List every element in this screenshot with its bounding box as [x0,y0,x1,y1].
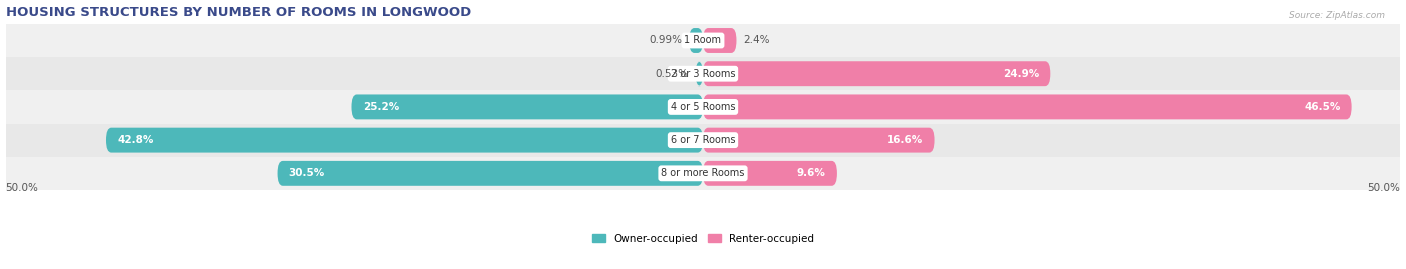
Legend: Owner-occupied, Renter-occupied: Owner-occupied, Renter-occupied [588,229,818,248]
Text: 6 or 7 Rooms: 6 or 7 Rooms [671,135,735,145]
Bar [6,123,1400,157]
FancyBboxPatch shape [703,128,935,153]
FancyBboxPatch shape [696,61,703,86]
Text: 9.6%: 9.6% [797,168,825,178]
Text: 24.9%: 24.9% [1002,69,1039,79]
Text: 25.2%: 25.2% [363,102,399,112]
Text: 2.4%: 2.4% [744,36,770,45]
FancyBboxPatch shape [703,94,1351,119]
Text: Source: ZipAtlas.com: Source: ZipAtlas.com [1289,11,1385,20]
FancyBboxPatch shape [703,61,1050,86]
Text: 4 or 5 Rooms: 4 or 5 Rooms [671,102,735,112]
Text: 8 or more Rooms: 8 or more Rooms [661,168,745,178]
FancyBboxPatch shape [105,128,703,153]
Bar [6,90,1400,123]
Text: 16.6%: 16.6% [887,135,924,145]
Text: HOUSING STRUCTURES BY NUMBER OF ROOMS IN LONGWOOD: HOUSING STRUCTURES BY NUMBER OF ROOMS IN… [6,6,471,19]
FancyBboxPatch shape [352,94,703,119]
Text: 1 Room: 1 Room [685,36,721,45]
Bar [6,24,1400,57]
Bar [6,57,1400,90]
Text: 42.8%: 42.8% [117,135,153,145]
Text: 50.0%: 50.0% [1368,183,1400,193]
Bar [6,157,1400,190]
FancyBboxPatch shape [689,28,703,53]
Text: 2 or 3 Rooms: 2 or 3 Rooms [671,69,735,79]
FancyBboxPatch shape [277,161,703,186]
Text: 50.0%: 50.0% [6,183,38,193]
Text: 46.5%: 46.5% [1305,102,1340,112]
FancyBboxPatch shape [703,28,737,53]
Text: 0.99%: 0.99% [650,36,682,45]
Text: 30.5%: 30.5% [288,168,325,178]
FancyBboxPatch shape [703,161,837,186]
Text: 0.53%: 0.53% [655,69,689,79]
